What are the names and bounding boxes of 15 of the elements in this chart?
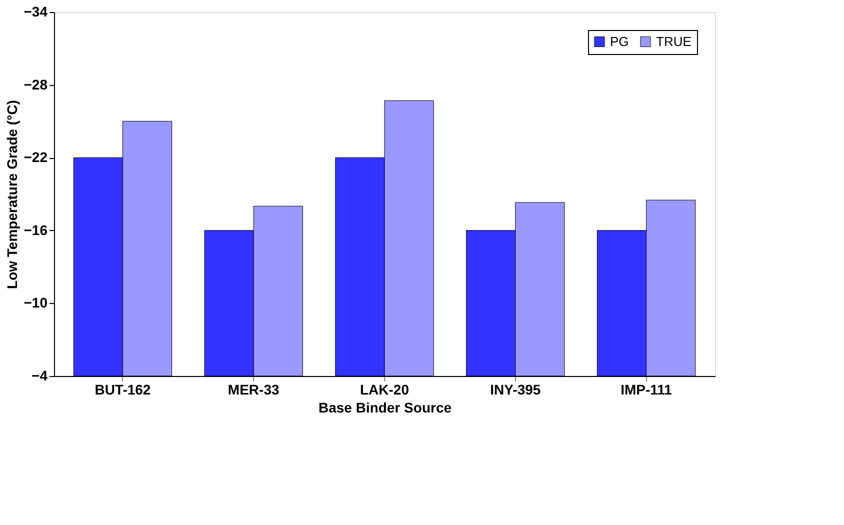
x-axis-title: Base Binder Source [318, 400, 452, 416]
y-axis-title: Low Temperature Grade (°C) [4, 100, 20, 289]
y-tick-label: −4 [32, 368, 48, 384]
x-tick-label: INY-395 [490, 382, 541, 398]
legend-label: PG [610, 34, 629, 49]
x-tick-label: MER-33 [228, 382, 280, 398]
y-tick-label: −28 [24, 76, 48, 92]
y-tick-label: −16 [24, 222, 48, 238]
y-tick-label: −34 [24, 4, 48, 20]
x-tick-label: LAK-20 [360, 382, 410, 398]
x-tick-label: IMP-111 [620, 382, 672, 398]
x-tick-label: BUT-162 [94, 382, 151, 398]
legend-label: TRUE [656, 34, 692, 49]
y-tick-label: −10 [24, 294, 48, 311]
y-tick-label: −22 [24, 149, 48, 166]
